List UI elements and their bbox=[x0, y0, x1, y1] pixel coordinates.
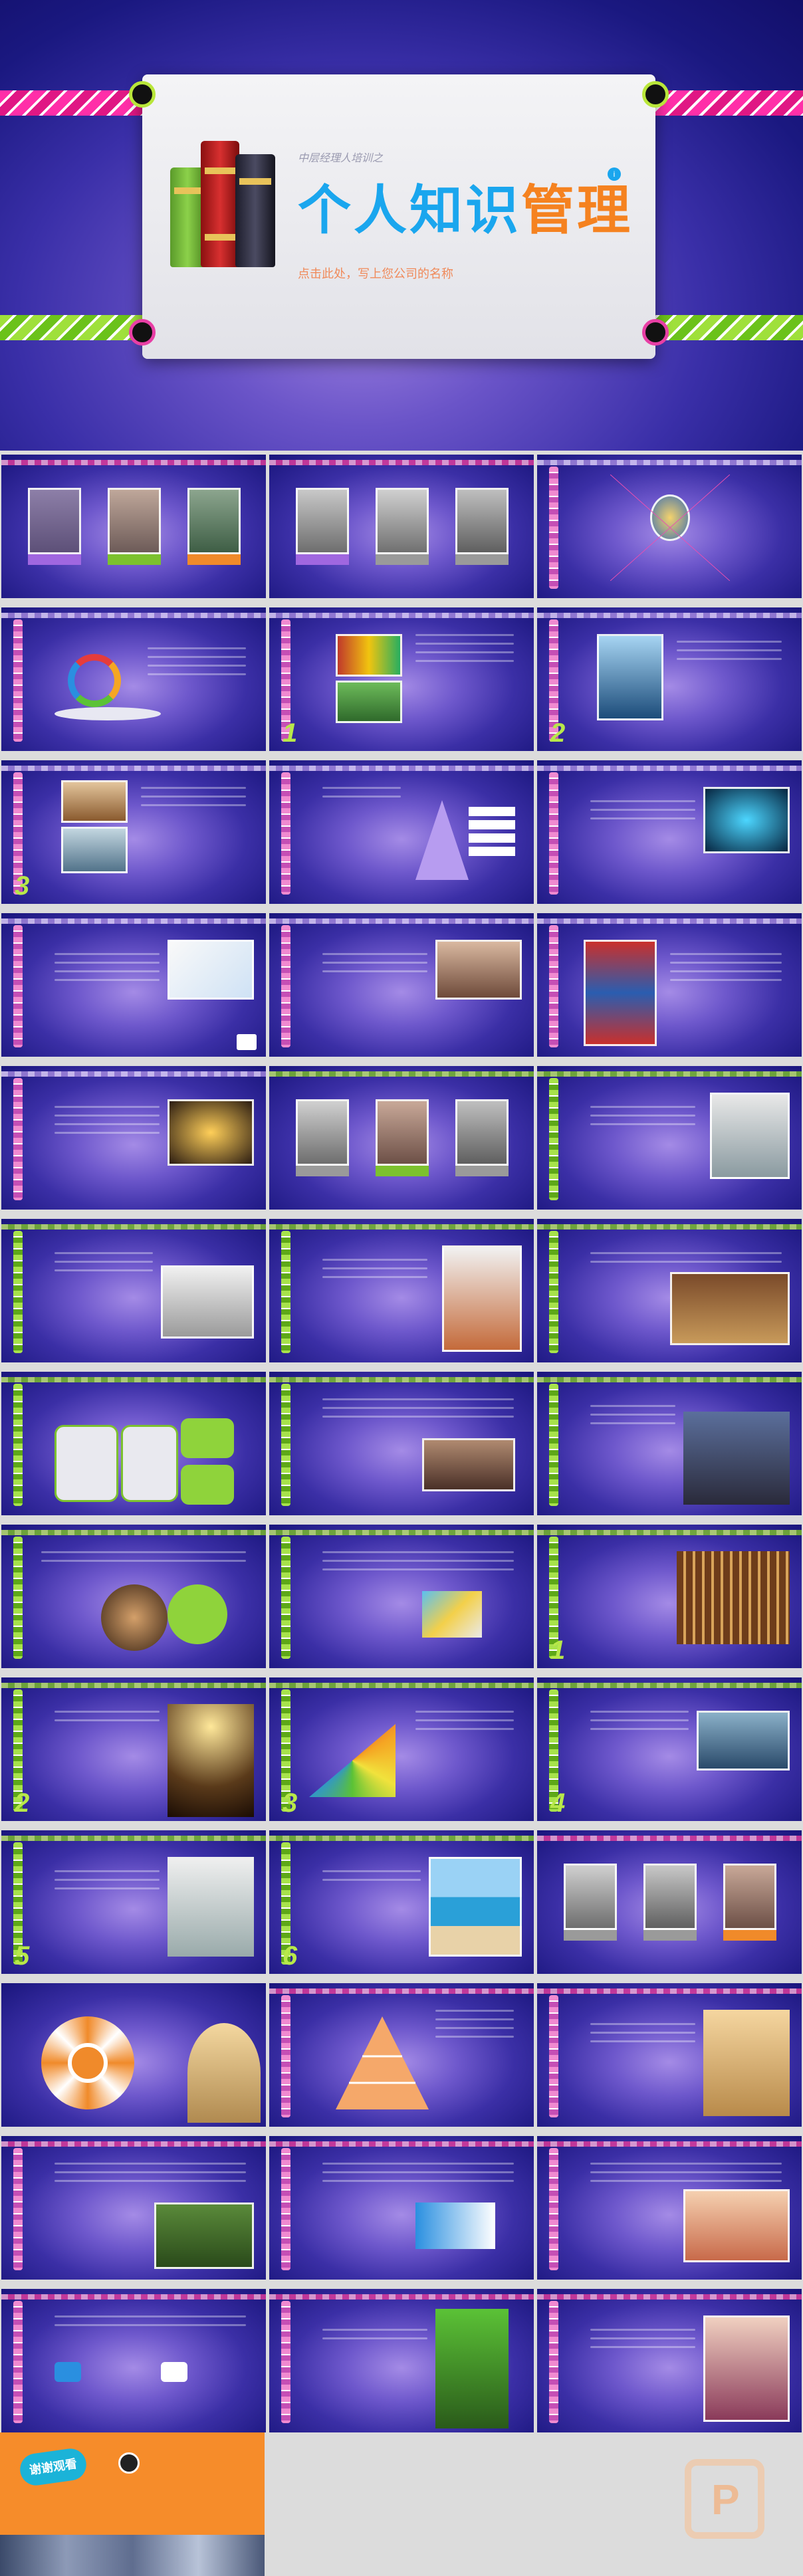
ring-icon bbox=[129, 81, 156, 108]
slide-thumbnail[interactable] bbox=[269, 1219, 534, 1362]
slide-thumbnail[interactable]: 3 bbox=[269, 1677, 534, 1821]
slide-thumbnail[interactable] bbox=[1, 1983, 266, 2127]
slide-thumbnail[interactable] bbox=[1, 2289, 266, 2432]
section-number: 3 bbox=[283, 1788, 298, 1818]
info-icon: i bbox=[608, 167, 621, 181]
ring-icon bbox=[642, 319, 669, 346]
slide-thumbnail[interactable] bbox=[269, 1372, 534, 1515]
slide-thumbnail[interactable] bbox=[269, 2136, 534, 2280]
slide-thumbnail[interactable] bbox=[537, 1219, 802, 1362]
slide-thumbnail[interactable] bbox=[1, 607, 266, 751]
slide-thumbnail[interactable] bbox=[269, 1983, 534, 2127]
slide-thumbnail[interactable]: 1 bbox=[269, 607, 534, 751]
slide-thumbnail[interactable] bbox=[537, 2136, 802, 2280]
slide-thumbnail[interactable]: 2 bbox=[1, 1677, 266, 1821]
slide-thumbnail[interactable] bbox=[269, 760, 534, 904]
slide-thumbnail[interactable] bbox=[1, 1525, 266, 1668]
slide-thumbnail[interactable] bbox=[269, 1066, 534, 1210]
hero-subtitle: 中层经理人培训之 bbox=[298, 153, 384, 164]
slide-thumbnail[interactable]: 1 bbox=[537, 1525, 802, 1668]
slide-thumbnail[interactable] bbox=[537, 1066, 802, 1210]
slide-thumbnail[interactable] bbox=[269, 1525, 534, 1668]
title-part-1: 个人知识 bbox=[298, 179, 521, 241]
section-number: 4 bbox=[550, 1788, 566, 1818]
section-number: 1 bbox=[550, 1636, 566, 1665]
slide-thumbnail[interactable]: 2 bbox=[537, 607, 802, 751]
section-number: 3 bbox=[15, 871, 30, 901]
section-number: 5 bbox=[15, 1941, 30, 1971]
title-slide[interactable]: 中层经理人培训之 个人知识管理 i 点击此处，写上您公司的名称 bbox=[0, 0, 803, 451]
books-illustration bbox=[170, 141, 283, 267]
title-part-2: 管理 bbox=[521, 179, 633, 241]
slide-thumbnail[interactable] bbox=[1, 1219, 266, 1362]
section-number: 2 bbox=[15, 1788, 30, 1818]
section-number: 2 bbox=[550, 718, 566, 748]
section-number: 1 bbox=[283, 718, 298, 748]
team-photo bbox=[0, 2535, 265, 2576]
slide-thumbnail[interactable] bbox=[537, 1983, 802, 2127]
slide-thumbnail[interactable] bbox=[537, 2289, 802, 2432]
company-placeholder[interactable]: 点击此处，写上您公司的名称 bbox=[298, 267, 453, 280]
camera-icon bbox=[118, 2452, 140, 2474]
slide-thumbnail[interactable] bbox=[1, 913, 266, 1057]
slide-thumbnail[interactable] bbox=[1, 1372, 266, 1515]
slide-thumbnail[interactable] bbox=[1, 2136, 266, 2280]
slide-thumbnail[interactable] bbox=[537, 913, 802, 1057]
slide-thumbnail[interactable]: 3 bbox=[1, 760, 266, 904]
slide-thumbnail[interactable] bbox=[537, 455, 802, 598]
section-number: 6 bbox=[283, 1941, 298, 1971]
slide-thumbnail[interactable] bbox=[1, 455, 266, 598]
slide-thumbnail[interactable] bbox=[269, 455, 534, 598]
logo-watermark-icon: P bbox=[685, 2459, 764, 2539]
slide-thumbnail[interactable]: 5 bbox=[1, 1830, 266, 1974]
title-card: 中层经理人培训之 个人知识管理 i 点击此处，写上您公司的名称 bbox=[129, 74, 669, 359]
slide-thumbnail[interactable] bbox=[269, 2289, 534, 2432]
slide-thumbnail[interactable] bbox=[269, 913, 534, 1057]
slide-thumbnail[interactable] bbox=[537, 1372, 802, 1515]
thanks-label: 谢谢观看 bbox=[18, 2446, 88, 2488]
slide-thumbnail[interactable]: 6 bbox=[269, 1830, 534, 1974]
slide-thumbnail[interactable]: 4 bbox=[537, 1677, 802, 1821]
thank-you-slide[interactable]: 谢谢观看 bbox=[0, 2432, 265, 2576]
slide-thumbnail[interactable] bbox=[537, 1830, 802, 1974]
ring-icon bbox=[642, 81, 669, 108]
slide-thumbnail[interactable] bbox=[537, 760, 802, 904]
ring-icon bbox=[129, 319, 156, 346]
page-title: 个人知识管理 bbox=[298, 167, 633, 245]
slide-thumbnail[interactable] bbox=[1, 1066, 266, 1210]
